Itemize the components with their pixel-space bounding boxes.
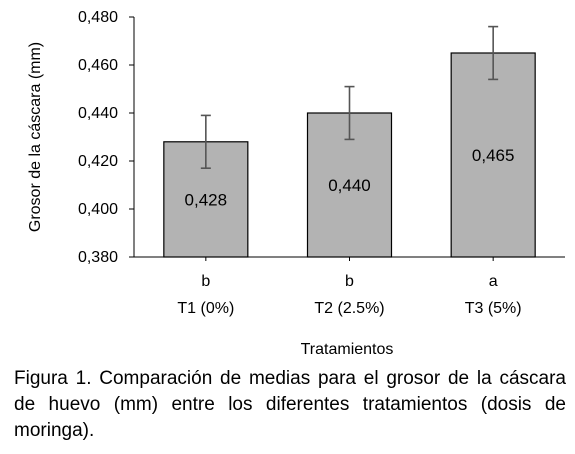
group-letter: b (345, 273, 354, 290)
group-letter: b (201, 273, 210, 290)
x-axis-title: Tratamientos (301, 341, 394, 358)
y-tick-label: 0,420 (78, 153, 118, 170)
y-tick-label: 0,480 (78, 9, 118, 26)
bar-chart: 0,380 0,400 0,420 0,440 0,460 0,480 0,428 0,44… (27, 9, 565, 358)
x-tick-label: T1 (0%) (177, 300, 234, 317)
error-bar (200, 114, 211, 169)
x-tick-label: T2 (2.5%) (314, 300, 384, 317)
bar-value-label: 0,440 (328, 176, 371, 195)
y-axis: 0,380 0,400 0,420 0,440 0,460 0,480 (78, 9, 135, 266)
bar (450, 52, 536, 258)
y-axis-title: Grosor de la cáscara (mm) (27, 42, 44, 232)
y-tick-label: 0,440 (78, 105, 118, 122)
group-letter: a (489, 273, 498, 290)
error-bar (488, 25, 499, 81)
bars: 0,428 0,440 0,465 (163, 25, 536, 258)
figure-caption: Figura 1. Comparación de medias para el … (14, 368, 566, 441)
y-tick-label: 0,400 (78, 201, 118, 218)
y-tick-label: 0,460 (78, 57, 118, 74)
x-tick-label: T3 (5%) (465, 300, 522, 317)
bar-value-label: 0,465 (472, 146, 515, 165)
error-bar (344, 85, 355, 141)
x-axis: b T1 (0%) b T2 (2.5%) a T3 (5%) (134, 256, 565, 317)
y-tick-label: 0,380 (78, 249, 118, 266)
bar-value-label: 0,428 (185, 190, 228, 209)
